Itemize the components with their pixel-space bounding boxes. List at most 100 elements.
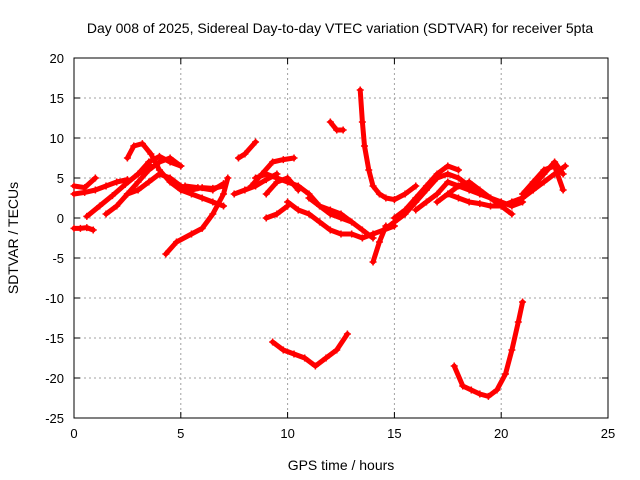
data-point <box>433 170 441 178</box>
data-point <box>465 198 473 206</box>
data-point <box>484 392 492 400</box>
data-point <box>476 200 484 208</box>
data-point <box>70 190 78 198</box>
data-point <box>91 174 99 182</box>
data-point <box>145 178 153 186</box>
y-tick-label: -10 <box>45 291 64 306</box>
data-point <box>412 182 420 190</box>
data-point <box>138 140 146 148</box>
data-point <box>220 180 228 188</box>
data-point <box>360 142 368 150</box>
y-axis-label: SDTVAR / TECUs <box>5 182 21 294</box>
data-point <box>247 182 255 190</box>
y-axis: 20 15 10 5 0 -5 -10 -15 -20 -25 <box>45 51 608 426</box>
data-point <box>519 298 527 306</box>
data-point <box>337 230 345 238</box>
data-point <box>83 212 91 220</box>
data-point <box>375 238 383 246</box>
data-point <box>173 238 181 246</box>
data-point <box>224 174 232 182</box>
data-point <box>454 182 462 190</box>
data-point <box>70 224 78 232</box>
x-tick-label: 15 <box>387 426 401 441</box>
data-point <box>311 362 319 370</box>
data-point <box>290 154 298 162</box>
data-point <box>113 178 121 186</box>
data-point <box>273 178 281 186</box>
data-point <box>290 350 298 358</box>
series-arc-09 <box>162 174 232 258</box>
x-tick-label: 25 <box>601 426 615 441</box>
data-point <box>497 202 505 210</box>
data-point <box>305 194 313 202</box>
data-point <box>508 198 516 206</box>
data-point <box>241 150 249 158</box>
data-point <box>134 170 142 178</box>
data-point <box>390 196 398 204</box>
y-tick-label: -15 <box>45 331 64 346</box>
grid <box>74 58 608 418</box>
data-point <box>476 186 484 194</box>
series-arc-21 <box>356 86 420 204</box>
y-tick-label: 0 <box>57 211 64 226</box>
data-point <box>273 210 281 218</box>
data-point <box>70 182 78 190</box>
data-point <box>356 86 364 94</box>
data-point <box>220 190 228 198</box>
data-point <box>454 194 462 202</box>
data-point <box>155 170 163 178</box>
data-point <box>454 166 462 174</box>
data-point <box>305 210 313 218</box>
data-point <box>358 234 366 242</box>
data-point <box>262 190 270 198</box>
data-point <box>348 230 356 238</box>
data-point <box>284 198 292 206</box>
data-point <box>333 346 341 354</box>
series-line <box>236 139 259 161</box>
y-tick-label: 20 <box>50 51 64 66</box>
data-point <box>519 190 527 198</box>
data-point <box>269 338 277 346</box>
series-arc-12 <box>234 138 260 162</box>
data-point <box>465 186 473 194</box>
data-point <box>476 390 484 398</box>
data-point <box>444 178 452 186</box>
y-tick-label: 15 <box>50 91 64 106</box>
data-point <box>198 194 206 202</box>
data-point <box>551 162 559 170</box>
data-point <box>559 186 567 194</box>
data-point <box>91 186 99 194</box>
data-point <box>540 178 548 186</box>
data-point <box>508 346 516 354</box>
data-point <box>467 386 475 394</box>
data-point <box>493 386 501 394</box>
data-point <box>294 206 302 214</box>
data-point <box>130 142 138 150</box>
data-point <box>230 190 238 198</box>
data-point <box>96 202 104 210</box>
series-arc-02 <box>70 176 131 198</box>
series-line <box>263 175 301 197</box>
data-point <box>459 382 467 390</box>
series-arc-10 <box>181 180 228 194</box>
data-point <box>501 370 509 378</box>
data-point <box>540 166 548 174</box>
data-point <box>454 174 462 182</box>
series-arc-15 <box>262 174 302 198</box>
data-point <box>561 162 569 170</box>
series-arc-20 <box>269 330 351 370</box>
data-point <box>162 250 170 258</box>
data-point <box>177 162 185 170</box>
data-point <box>508 210 516 218</box>
data-point <box>252 138 260 146</box>
series-arc-06 <box>123 140 228 210</box>
chart-title: Day 008 of 2025, Sidereal Day-to-day VTE… <box>87 20 594 36</box>
data-point <box>269 158 277 166</box>
series-arc-30 <box>450 298 527 400</box>
data-point <box>444 190 452 198</box>
series-arc-24 <box>390 162 462 222</box>
data-point <box>81 184 89 192</box>
x-tick-label: 5 <box>177 426 184 441</box>
data-point <box>433 198 441 206</box>
